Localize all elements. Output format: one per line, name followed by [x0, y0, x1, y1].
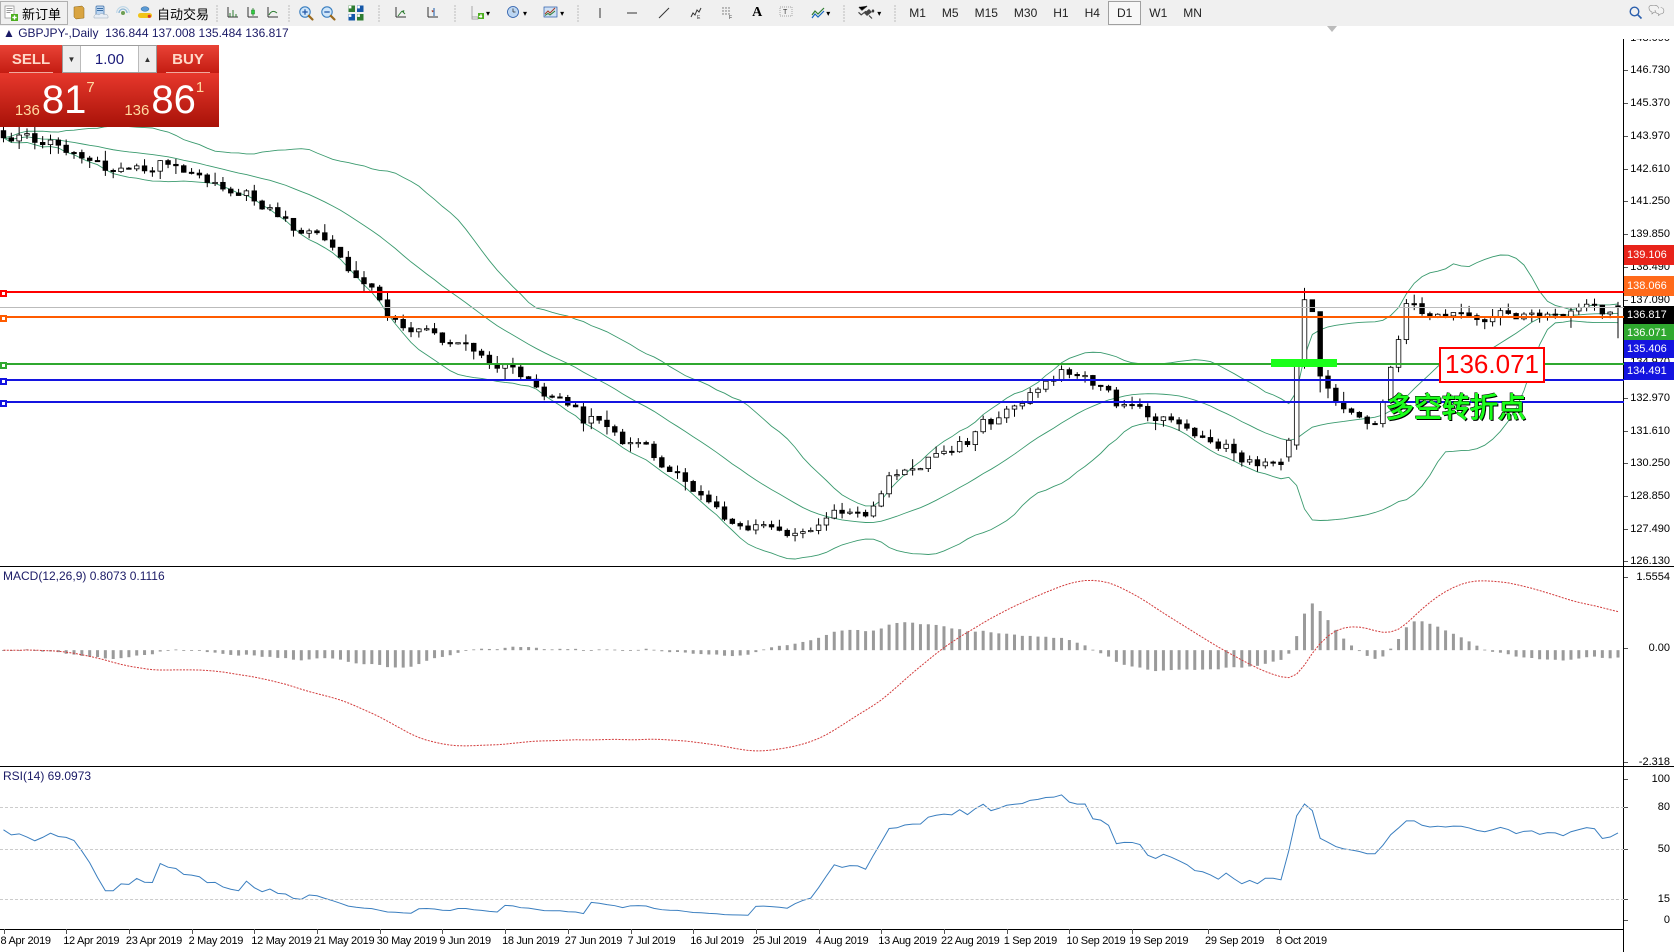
svg-text:E: E — [697, 15, 701, 21]
svg-text:F: F — [729, 15, 732, 21]
svg-text:T: T — [783, 9, 788, 16]
